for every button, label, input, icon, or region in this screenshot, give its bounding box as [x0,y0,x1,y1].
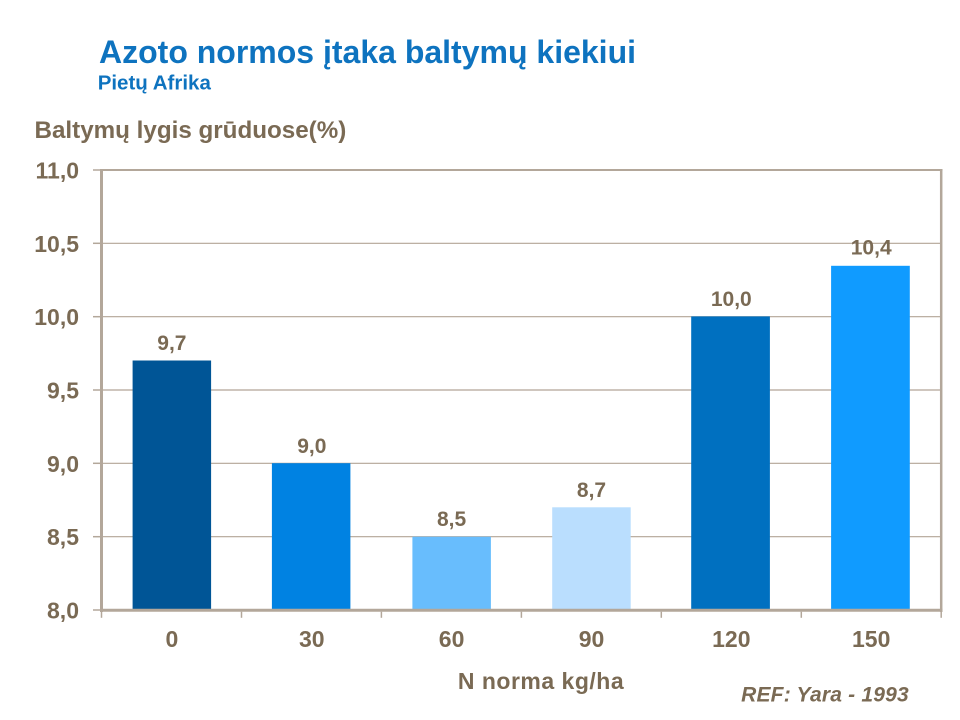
svg-text:10,4: 10,4 [851,236,892,259]
svg-text:60: 60 [439,626,465,652]
svg-text:8,5: 8,5 [437,508,467,531]
svg-text:10,0: 10,0 [711,288,752,311]
svg-text:90: 90 [579,626,605,652]
svg-text:0: 0 [166,626,179,652]
svg-text:10,0: 10,0 [34,304,79,330]
svg-text:N norma kg/ha: N norma kg/ha [458,668,624,694]
svg-text:9,0: 9,0 [297,435,326,458]
svg-text:8,5: 8,5 [47,524,79,550]
svg-text:Baltymų lygis grūduose(%): Baltymų lygis grūduose(%) [35,117,347,144]
svg-text:8,7: 8,7 [577,479,606,502]
svg-text:120: 120 [712,626,750,652]
svg-text:11,0: 11,0 [36,158,80,184]
svg-text:8,0: 8,0 [47,598,79,624]
svg-text:150: 150 [852,626,890,652]
svg-text:Pietų Afrika: Pietų Afrika [98,72,212,95]
svg-text:9,7: 9,7 [157,332,186,355]
svg-text:9,0: 9,0 [47,451,79,477]
svg-text:9,5: 9,5 [47,378,79,404]
svg-text:REF: Yara - 1993: REF: Yara - 1993 [741,684,909,707]
svg-text:Azoto normos įtaka baltymų kie: Azoto normos įtaka baltymų kiekiui [99,34,636,70]
svg-text:30: 30 [299,626,325,652]
svg-text:10,5: 10,5 [34,231,79,257]
